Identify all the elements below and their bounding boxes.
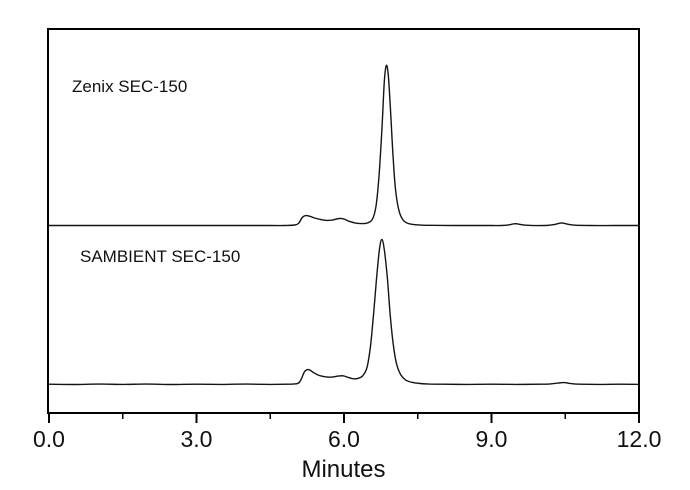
x-axis-tick-labels: 0.0 3.0 6.0 9.0 12.0 [33, 426, 661, 452]
x-tick-label: 3.0 [181, 426, 213, 452]
trace-sambient-sec-150 [48, 238, 640, 386]
series-label-zenix: Zenix SEC-150 [72, 77, 187, 96]
x-tick-label: 6.0 [328, 426, 360, 452]
trace-zenix-sec-150 [48, 64, 640, 227]
traces [48, 64, 640, 386]
x-axis-ticks [48, 413, 640, 423]
x-tick-label: 0.0 [33, 426, 65, 452]
x-tick-label: 12.0 [617, 426, 662, 452]
x-axis-title: Minutes [301, 456, 385, 483]
series-label-sambient: SAMBIENT SEC-150 [80, 247, 240, 266]
x-tick-label: 9.0 [476, 426, 508, 452]
